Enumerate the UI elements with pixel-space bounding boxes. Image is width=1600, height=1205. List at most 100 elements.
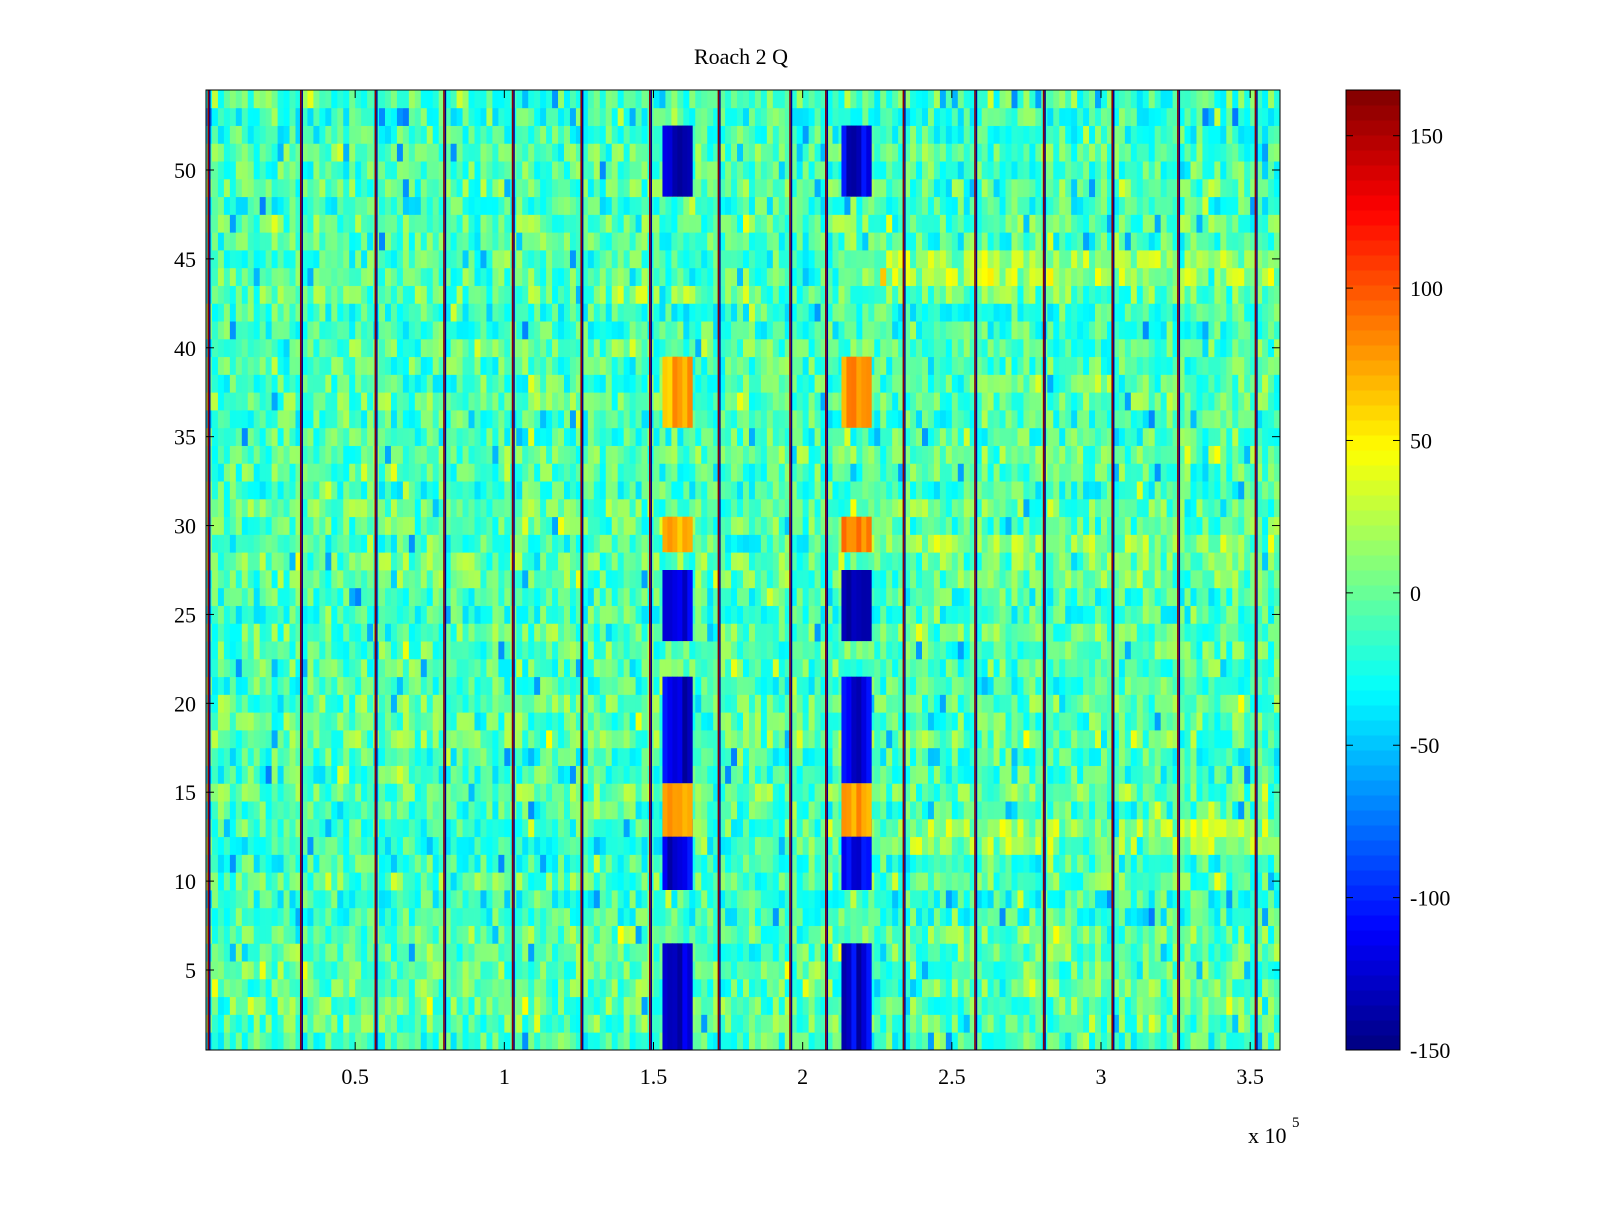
heatmap-cell: [581, 623, 589, 642]
heatmap-cell: [1184, 570, 1191, 589]
heatmap-cell: [1053, 694, 1060, 713]
heatmap-cell: [408, 694, 416, 713]
heatmap-cell: [719, 641, 726, 660]
heatmap-cell: [367, 925, 374, 944]
heatmap-cell: [987, 765, 994, 784]
heatmap-cell: [874, 641, 881, 660]
heatmap-cell: [808, 854, 815, 873]
heatmap-cell: [748, 765, 756, 784]
heatmap-cell: [1232, 854, 1239, 873]
heatmap-cell: [1047, 961, 1054, 980]
heatmap-cell: [707, 765, 714, 784]
heatmap-cell: [426, 658, 434, 678]
heatmap-cell: [731, 712, 738, 731]
heatmap-cell: [737, 1014, 744, 1033]
heatmap-cell: [1089, 996, 1096, 1015]
heatmap-cell: [1053, 943, 1060, 962]
heatmap-cell: [1256, 747, 1263, 766]
heatmap-cell: [623, 978, 631, 998]
heatmap-cell: [1208, 712, 1215, 731]
heatmap-cell: [975, 694, 983, 713]
heatmap-cell: [462, 943, 469, 962]
heatmap-cell: [1190, 570, 1197, 589]
heatmap-cell: [438, 765, 446, 784]
heatmap-cell: [808, 730, 815, 749]
heatmap-cell: [456, 836, 463, 855]
heatmap-cell: [731, 676, 738, 695]
heatmap-cell: [450, 552, 457, 571]
heatmap-cell: [558, 730, 565, 749]
heatmap-cell: [641, 641, 648, 660]
heatmap-cell: [910, 818, 917, 838]
heatmap-cell: [1059, 996, 1066, 1015]
heatmap-cell: [653, 570, 660, 589]
heatmap-cell: [438, 587, 446, 606]
heatmap-cell: [337, 1014, 344, 1033]
heatmap-cell: [1166, 1014, 1173, 1033]
heatmap-cell: [1154, 872, 1162, 891]
heatmap-cell: [945, 1014, 953, 1033]
heatmap-cell: [414, 801, 422, 820]
heatmap-cell: [217, 943, 225, 962]
heatmap-cell: [1172, 1032, 1179, 1051]
heatmap-cell: [814, 623, 821, 642]
heatmap-cell: [301, 694, 308, 713]
heatmap-cell: [653, 605, 660, 624]
heatmap-cell: [808, 907, 815, 926]
heatmap-cell: [402, 818, 410, 838]
heatmap-cell: [289, 694, 296, 713]
heatmap-cell: [892, 961, 899, 980]
heatmap-cell: [462, 818, 469, 838]
heatmap-cell: [379, 836, 386, 855]
heatmap-cell: [957, 658, 965, 678]
heatmap-cell: [289, 676, 296, 695]
heatmap-cell: [904, 872, 911, 891]
heatmap-cell: [474, 623, 481, 642]
heatmap-cell: [564, 890, 571, 909]
heatmap-cell: [504, 890, 511, 909]
heatmap-cell: [1190, 1032, 1197, 1051]
heatmap-cell: [540, 712, 547, 731]
heatmap-cell: [993, 925, 1000, 944]
heatmap-cell: [701, 1032, 708, 1051]
heatmap-cell: [802, 712, 810, 731]
heatmap-cell: [910, 676, 917, 695]
heatmap-cell: [307, 943, 314, 962]
heatmap-cell: [569, 730, 577, 749]
heatmap-cell: [635, 658, 642, 678]
heatmap-cell: [701, 996, 708, 1015]
heatmap-cell: [319, 1014, 326, 1033]
heatmap-cell: [1154, 1014, 1162, 1033]
heatmap-cell: [796, 623, 804, 642]
heatmap-cell: [981, 836, 989, 855]
heatmap-cell: [713, 623, 720, 642]
heatmap-cell: [1274, 943, 1281, 962]
heatmap-cell: [349, 836, 356, 855]
heatmap-cell: [617, 801, 625, 820]
heatmap-cell: [575, 836, 583, 855]
heatmap-cell: [575, 783, 583, 802]
heatmap-cell: [719, 872, 726, 891]
heatmap-cell: [462, 925, 469, 944]
heatmap-cell: [1244, 1032, 1251, 1051]
heatmap-cell: [802, 961, 810, 980]
heatmap-cell: [295, 658, 302, 678]
heatmap-cell: [385, 907, 392, 926]
heatmap-cell: [737, 907, 744, 926]
heatmap-cell: [1226, 605, 1233, 624]
heatmap-cell: [1208, 623, 1215, 642]
heatmap-cell: [969, 605, 977, 624]
heatmap-cell: [1172, 978, 1179, 998]
heatmap-cell: [504, 854, 511, 873]
heatmap-cell: [367, 658, 374, 678]
heatmap-cell: [1112, 712, 1120, 731]
heatmap-cell: [945, 907, 953, 926]
heatmap-cell: [933, 801, 941, 820]
heatmap-cell: [486, 996, 493, 1015]
heatmap-cell: [695, 747, 702, 766]
heatmap-cell: [426, 623, 434, 642]
heatmap-cell: [516, 907, 523, 926]
heatmap-cell: [725, 641, 732, 660]
heatmap-cell: [575, 1014, 583, 1033]
heatmap-cell: [1274, 907, 1281, 926]
